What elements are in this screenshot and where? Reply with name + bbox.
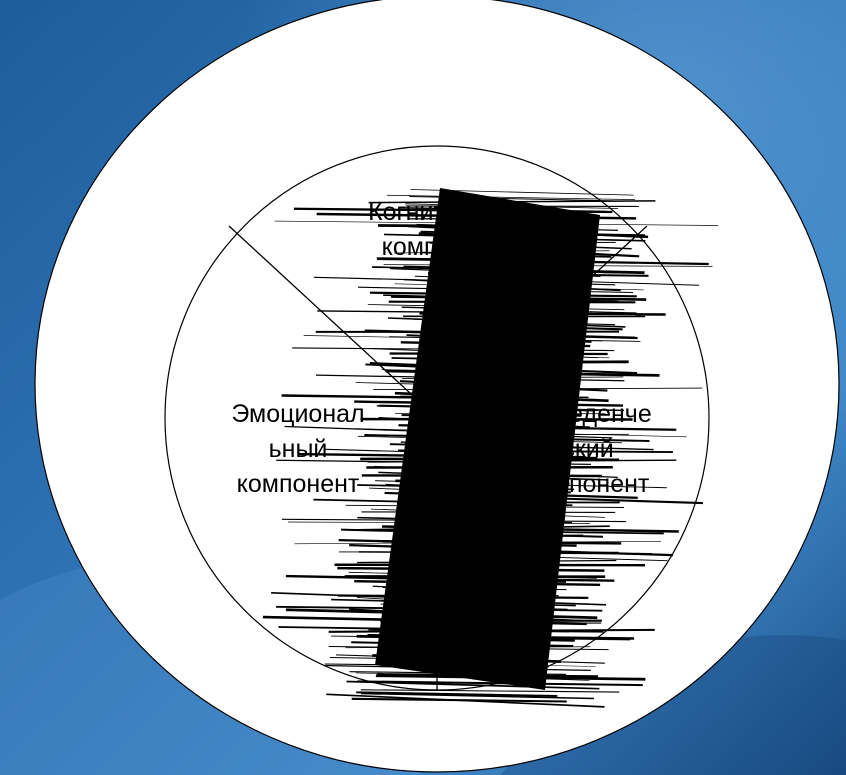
emotional-component-label: Эмоционал ьный компонент — [231, 400, 365, 498]
cognitive-component-label: Когнитивный компонент — [368, 198, 518, 261]
behavioral-component-label: Поведенче ский компонент — [524, 400, 652, 498]
